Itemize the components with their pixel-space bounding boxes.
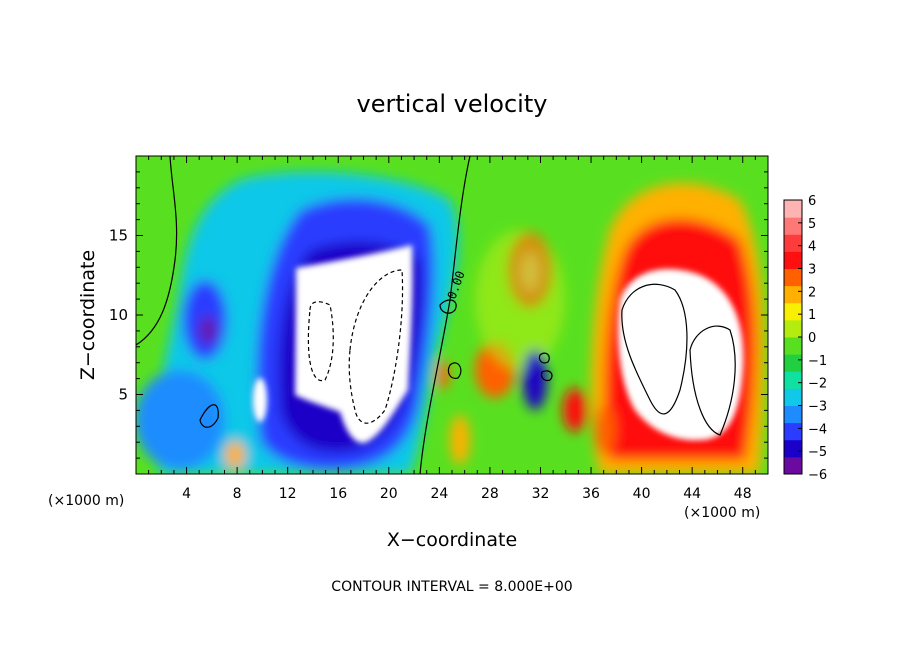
colorbar-tick-label: −1 bbox=[808, 354, 827, 369]
field-region-warm-small-3 bbox=[450, 415, 470, 465]
colorbar-tick-label: 5 bbox=[808, 217, 816, 232]
colorbar-tick-label: 6 bbox=[808, 194, 816, 209]
colorbar-swatch bbox=[784, 439, 802, 458]
colorbar-tick-label: 0 bbox=[808, 331, 816, 346]
field-saturated-negative bbox=[295, 245, 413, 443]
x-tick-label: 36 bbox=[582, 486, 600, 502]
x-unit-left: (×1000 m) bbox=[48, 493, 124, 509]
contour-small-2 bbox=[447, 362, 462, 379]
colorbar-swatch bbox=[784, 388, 802, 406]
contour-zero-left bbox=[136, 156, 178, 346]
x-axis-label: X−coordinate bbox=[387, 529, 517, 551]
x-tick-label: 12 bbox=[279, 486, 297, 502]
colorbar-tick-label: 2 bbox=[808, 285, 816, 300]
colorbar-swatch bbox=[784, 302, 802, 321]
y-axis-ticks: 5 10 15 bbox=[109, 171, 768, 459]
colorbar-swatch bbox=[784, 251, 802, 269]
field-region-warm-small-1 bbox=[563, 388, 587, 432]
colorbar-tick-label: 3 bbox=[808, 263, 816, 278]
field-region-purple-left bbox=[200, 316, 216, 344]
colorbar-swatch bbox=[784, 456, 802, 475]
x-tick-label: 20 bbox=[380, 486, 398, 502]
colorbar-tick-label: −2 bbox=[808, 377, 827, 392]
colorbar-swatch bbox=[784, 217, 802, 235]
colorbar-swatch bbox=[784, 422, 802, 441]
y-tick-label: 15 bbox=[109, 227, 128, 245]
heatmap-saturated bbox=[253, 245, 744, 443]
colorbar bbox=[783, 199, 803, 475]
contour-negative-1 bbox=[307, 301, 334, 382]
contour-small-1 bbox=[439, 299, 457, 314]
colorbar-tick-label: 1 bbox=[808, 308, 816, 323]
x-tick-label: 32 bbox=[532, 486, 550, 502]
x-tick-label: 44 bbox=[683, 486, 701, 502]
y-tick-label: 10 bbox=[109, 306, 128, 324]
colorbar-ticks: 6 5 4 3 2 1 0 −1 −2 −3 −4 −5 −6 bbox=[798, 194, 827, 483]
field-region-warm-small-5 bbox=[437, 360, 449, 390]
contour-positive-2 bbox=[689, 325, 736, 436]
colorbar-tick-label: −6 bbox=[808, 468, 827, 483]
x-axis-ticks: 4 8 12 16 20 24 28 32 36 40 44 48 bbox=[148, 156, 756, 502]
field-region-downdraft-small bbox=[523, 350, 547, 410]
colorbar-tick-label: −3 bbox=[808, 400, 827, 415]
x-tick-label: 4 bbox=[182, 486, 191, 502]
contour-small-3 bbox=[538, 352, 550, 364]
colorbar-tick-label: −5 bbox=[808, 445, 827, 460]
x-tick-label: 28 bbox=[481, 486, 499, 502]
colorbar-swatch bbox=[784, 285, 802, 304]
field-region-yellow-mid bbox=[475, 230, 565, 370]
field-region-warm-small-4 bbox=[225, 441, 245, 469]
contour-small-5 bbox=[199, 404, 219, 428]
x-tick-label: 40 bbox=[633, 486, 651, 502]
x-tick-label: 24 bbox=[430, 486, 448, 502]
x-unit-right: (×1000 m) bbox=[684, 505, 760, 521]
field-saturated-positive bbox=[618, 268, 744, 441]
field-region-warm-small-2 bbox=[595, 405, 615, 455]
colorbar-swatch bbox=[784, 337, 802, 355]
contour-lines bbox=[136, 156, 736, 474]
colorbar-swatch bbox=[784, 405, 802, 424]
colorbar-swatch bbox=[784, 200, 802, 218]
chart-title: vertical velocity bbox=[357, 90, 548, 118]
x-tick-label: 48 bbox=[734, 486, 752, 502]
x-tick-label: 8 bbox=[233, 486, 242, 502]
x-tick-label: 16 bbox=[329, 486, 347, 502]
y-axis-label: Z−coordinate bbox=[77, 250, 99, 380]
contour-positive-1 bbox=[621, 283, 688, 415]
contour-negative-2 bbox=[348, 269, 404, 424]
colorbar-swatch bbox=[784, 268, 802, 287]
colorbar-tick-label: 4 bbox=[808, 240, 816, 255]
contour-small-4 bbox=[540, 370, 553, 382]
colorbar-swatch bbox=[784, 319, 802, 338]
colorbar-swatch bbox=[784, 354, 802, 372]
field-region-cyan-lower bbox=[136, 370, 225, 470]
colorbar-swatch bbox=[784, 371, 802, 389]
colorbar-tick-label: −4 bbox=[808, 422, 827, 437]
field-saturated-small bbox=[253, 378, 267, 422]
colorbar-swatch bbox=[784, 234, 802, 252]
contour-interval-footer: CONTOUR INTERVAL = 8.000E+00 bbox=[331, 579, 572, 595]
plot-area bbox=[136, 156, 768, 474]
y-tick-label: 5 bbox=[118, 386, 128, 404]
